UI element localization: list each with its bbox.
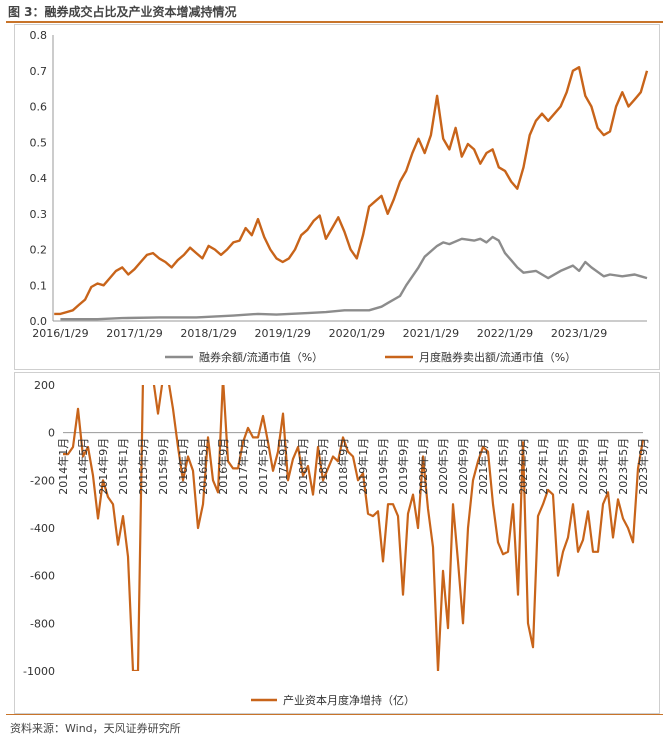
x-tick-label: 2022年9月 — [576, 438, 590, 495]
x-tick-label: 2016年1月 — [176, 438, 190, 495]
x-tick-label: 2014年9月 — [96, 438, 110, 495]
source-note: 资料来源：Wind，天风证券研究所 — [10, 722, 181, 735]
x-tick-label: 2018年1月 — [296, 438, 310, 495]
x-tick-label: 2019/1/29 — [254, 327, 310, 340]
x-tick-label: 2014年1月 — [56, 438, 70, 495]
x-tick-label: 2014年5月 — [76, 438, 90, 495]
legend-label-2: 月度融券卖出额/流通市值（%） — [419, 350, 576, 364]
x-tick-label: 2020年1月 — [416, 438, 430, 495]
x-tick-label: 2023年5月 — [616, 438, 630, 495]
y-tick-label: -800 — [30, 617, 55, 630]
x-tick-label: 2019年5月 — [376, 438, 390, 495]
x-tick-label: 2017/1/29 — [106, 327, 162, 340]
x-tick-label: 2022/1/29 — [477, 327, 533, 340]
figure-title: 图 3：融券成交占比及产业资本增减持情况 — [8, 5, 237, 19]
y-tick-label: 0.0 — [30, 315, 48, 328]
x-tick-label: 2019年9月 — [396, 438, 410, 495]
industrial-capital-chart-svg: 200 0 -200 -400 -600 -800 -1000 2014年1月 2014年5月 2… — [23, 379, 650, 707]
y-tick-label: 0.8 — [30, 29, 48, 42]
short-selling-chart: 0.0 0.1 0.2 0.3 0.4 0.5 0.6 0.7 0.8 2016/1/29 2017… — [14, 24, 660, 370]
x-tick-label: 2016年5月 — [196, 438, 210, 495]
x-tick-label: 2016/1/29 — [32, 327, 88, 340]
bottom-rule — [6, 714, 663, 715]
x-tick-label: 2023年9月 — [636, 438, 650, 495]
y-tick-label: 0.5 — [30, 136, 48, 149]
y-tick-label: 0.6 — [30, 101, 48, 114]
series-line-1 — [63, 385, 645, 671]
x-tick-label: 2019年1月 — [356, 438, 370, 495]
x-tick-label: 2015年1月 — [116, 438, 130, 495]
y-tick-label: -400 — [30, 522, 55, 535]
x-tick-label: 2017年1月 — [236, 438, 250, 495]
industrial-capital-chart: 200 0 -200 -400 -600 -800 -1000 2014年1月 2014年5月 2… — [14, 372, 660, 714]
x-tick-label: 2020年5月 — [436, 438, 450, 495]
x-tick-label: 2023/1/29 — [551, 327, 607, 340]
x-tick-label: 2021年1月 — [476, 438, 490, 495]
x-tick-label: 2020年9月 — [456, 438, 470, 495]
x-tick-label: 2018/1/29 — [180, 327, 236, 340]
x-tick-label: 2021年5月 — [496, 438, 510, 495]
x-tick-label: 2021/1/29 — [403, 327, 459, 340]
series-line-1 — [60, 235, 648, 321]
legend-label-1: 融券余额/流通市值（%） — [199, 350, 323, 364]
y-tick-label: -200 — [30, 474, 55, 487]
x-tick-label: 2018年5月 — [316, 438, 330, 495]
y-tick-label: 0.7 — [30, 65, 48, 78]
x-tick-label: 2021年9月 — [516, 438, 530, 495]
y-tick-label: -1000 — [23, 665, 55, 678]
series-line-2 — [54, 66, 649, 316]
y-tick-label: 200 — [34, 379, 55, 392]
legend-label-1: 产业资本月度净增持（亿） — [283, 693, 415, 707]
x-tick-label: 2015年5月 — [136, 438, 150, 495]
short-selling-chart-svg: 0.0 0.1 0.2 0.3 0.4 0.5 0.6 0.7 0.8 2016/1/29 2017… — [30, 29, 649, 364]
x-tick-label: 2020/1/29 — [329, 327, 385, 340]
x-tick-label: 2017年9月 — [276, 438, 290, 495]
x-tick-label: 2022年1月 — [536, 438, 550, 495]
x-tick-label: 2015年9月 — [156, 438, 170, 495]
y-tick-label: -600 — [30, 570, 55, 583]
x-tick-label: 2017年5月 — [256, 438, 270, 495]
y-tick-label: 0.2 — [30, 244, 48, 257]
x-tick-label: 2023年1月 — [596, 438, 610, 495]
x-tick-label: 2022年5月 — [556, 438, 570, 495]
y-tick-label: 0.4 — [30, 172, 48, 185]
y-tick-label: 0.1 — [30, 279, 48, 292]
x-tick-label: 2018年9月 — [336, 438, 350, 495]
y-tick-label: 0.3 — [30, 208, 48, 221]
y-tick-label: 0 — [48, 427, 55, 440]
top-rule — [6, 21, 663, 23]
x-tick-label: 2016年9月 — [216, 438, 230, 495]
